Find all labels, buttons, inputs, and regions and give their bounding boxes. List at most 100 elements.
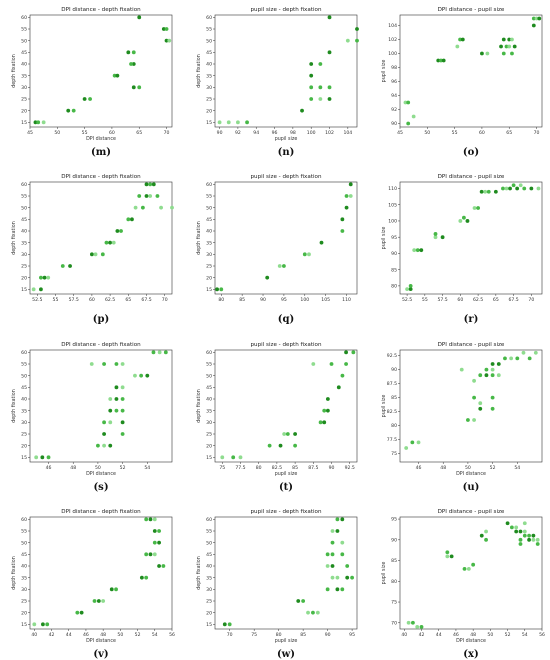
- y-tick-label: 80: [391, 579, 397, 585]
- x-tick-label: 100: [307, 130, 316, 136]
- y-tick-label: 90: [391, 251, 397, 257]
- data-point: [130, 217, 134, 222]
- data-point: [40, 455, 45, 460]
- y-tick-label: 90: [391, 367, 397, 373]
- x-tick-label: 85: [292, 465, 298, 471]
- data-point: [144, 575, 149, 580]
- data-point: [479, 189, 484, 194]
- data-point: [472, 206, 477, 210]
- data-point: [120, 397, 125, 401]
- panel-o: DPI distance - pupil size 45 50 55 60 65 70 90 9…: [380, 5, 545, 145]
- data-point: [403, 100, 408, 105]
- y-tick-label: 25: [206, 264, 212, 270]
- x-axis-label: DPI distance: [86, 471, 116, 477]
- x-tick-label: 50: [487, 632, 493, 638]
- data-point: [164, 38, 169, 43]
- x-axis-label: pupil size: [275, 471, 298, 477]
- data-point: [344, 205, 349, 210]
- data-point: [327, 50, 332, 55]
- data-point: [79, 610, 84, 615]
- y-tick-label: 85: [391, 558, 397, 564]
- x-axis-label: pupil size: [275, 638, 298, 644]
- data-point: [496, 373, 501, 378]
- scatter-plot-u: DPI distance - pupil size 46 48 50 52 54 75 77.…: [381, 342, 543, 477]
- data-point: [131, 85, 136, 90]
- x-tick-label: 60: [109, 130, 115, 136]
- data-point: [157, 540, 161, 545]
- x-tick-label: 70: [534, 130, 540, 136]
- panel-p: DPI distance - depth fixation 52.5 55 57.5 6…: [10, 172, 175, 312]
- y-tick-label: 40: [206, 564, 212, 570]
- data-point: [445, 550, 450, 555]
- y-tick-label: 87.5: [387, 381, 397, 387]
- y-tick-label: 45: [21, 217, 27, 223]
- y-tick-label: 25: [21, 432, 27, 438]
- data-point: [340, 373, 345, 378]
- data-point: [350, 575, 355, 580]
- panel-x: DPI distance - pupil size 40 42 44 46 48 50 52 5…: [380, 507, 545, 647]
- y-tick-label: 15: [21, 287, 27, 293]
- data-point: [293, 432, 298, 436]
- data-point: [476, 206, 480, 210]
- data-point: [335, 587, 340, 592]
- plot-frame: [214, 14, 358, 128]
- data-point: [340, 517, 345, 522]
- scatter-plot-x: DPI distance - pupil size 40 42 44 46 48 50 52 5…: [381, 509, 545, 644]
- data-point: [480, 51, 484, 56]
- plot-title: DPI distance - depth fixation: [61, 509, 141, 515]
- data-point: [100, 252, 105, 257]
- data-point: [325, 564, 330, 568]
- x-tick-label: 46: [453, 632, 459, 638]
- y-tick-label: 70: [391, 620, 397, 626]
- data-point: [309, 85, 314, 90]
- data-point: [131, 62, 136, 66]
- data-point: [96, 443, 100, 448]
- data-point: [404, 446, 409, 450]
- data-point: [415, 625, 420, 629]
- data-point: [265, 275, 270, 280]
- data-point: [108, 420, 113, 425]
- x-tick-label: 70: [528, 297, 534, 303]
- data-point: [112, 73, 117, 78]
- x-tick-label: 44: [66, 632, 72, 638]
- plot-frame: [29, 349, 173, 463]
- y-axis-label: pupil size: [381, 395, 387, 418]
- y-tick-label: 35: [21, 575, 27, 581]
- y-tick-label: 60: [21, 350, 27, 356]
- data-point: [159, 205, 163, 210]
- data-point: [140, 205, 145, 210]
- data-point: [515, 186, 520, 191]
- x-tick-label: 90: [260, 297, 266, 303]
- data-point: [31, 287, 36, 292]
- x-tick-label: 50: [424, 130, 430, 136]
- data-point: [478, 406, 483, 411]
- plot-title: DPI distance - depth fixation: [61, 174, 141, 180]
- x-axis-label: DPI distance: [86, 136, 116, 142]
- y-tick-label: 60: [206, 350, 212, 356]
- data-point: [455, 44, 460, 49]
- y-tick-label: 90: [391, 121, 397, 127]
- y-tick-label: 40: [206, 62, 212, 68]
- x-tick-label: 92.5: [345, 465, 355, 471]
- y-tick-label: 55: [206, 362, 212, 368]
- plot-title: DPI distance - depth fixation: [61, 342, 141, 348]
- data-point: [96, 599, 101, 603]
- y-axis-label: depth fixation: [196, 221, 202, 254]
- data-point: [518, 542, 523, 546]
- x-tick-label: 96: [272, 130, 278, 136]
- data-point: [236, 120, 240, 125]
- y-tick-label: 45: [21, 552, 27, 558]
- y-tick-label: 45: [206, 50, 212, 56]
- x-tick-label: 65: [506, 130, 512, 136]
- data-point: [319, 240, 324, 245]
- data-point: [318, 97, 323, 101]
- data-point: [307, 252, 311, 257]
- scatter-plot-m: DPI distance - depth fixation 45 50 55 60 65 7…: [11, 7, 173, 142]
- y-tick-label: 35: [21, 408, 27, 414]
- data-point: [217, 120, 222, 125]
- plot-frame: [29, 14, 173, 128]
- data-point: [340, 229, 345, 233]
- y-tick-label: 96: [391, 79, 397, 85]
- data-point: [75, 610, 80, 615]
